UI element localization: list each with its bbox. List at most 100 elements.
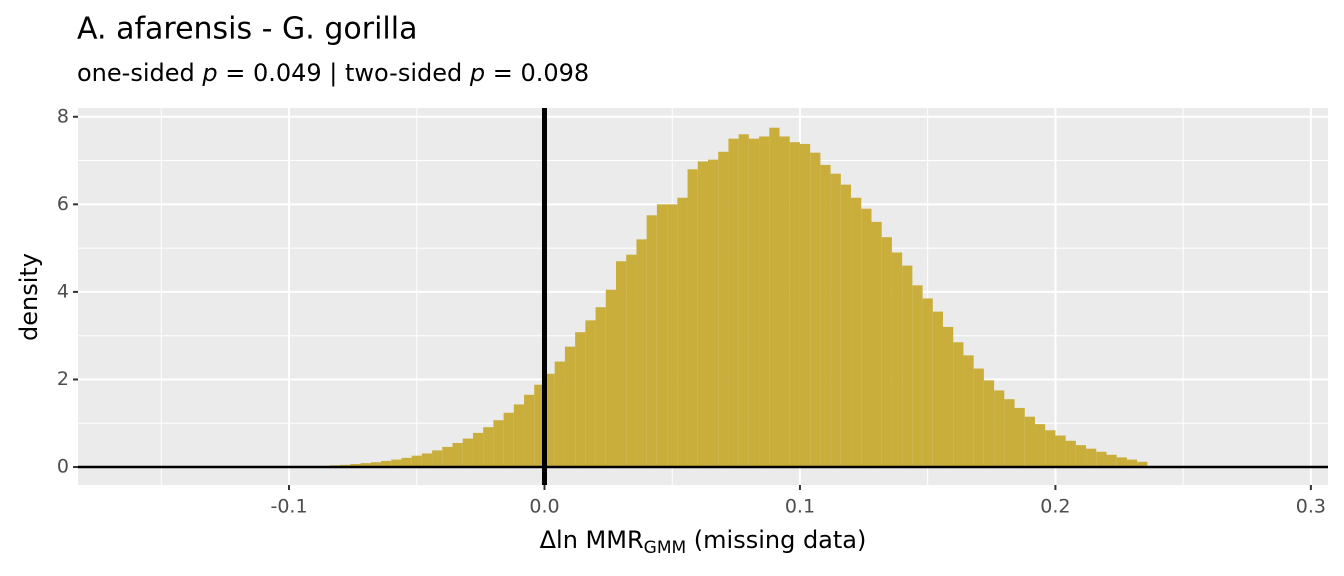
bar [738, 134, 749, 468]
bar [544, 373, 555, 468]
y-tick-label: 2 [57, 368, 69, 390]
x-axis-label: Δln MMRGMM (missing data) [540, 526, 867, 558]
bar [902, 265, 913, 468]
bar [360, 463, 371, 468]
bar [411, 455, 422, 468]
bar [370, 462, 381, 468]
bar [1045, 430, 1056, 468]
bar [973, 368, 984, 468]
bar [524, 394, 535, 468]
bar [1086, 448, 1097, 468]
subtitle-text: p [201, 59, 217, 87]
bar [912, 285, 923, 468]
bar [616, 261, 627, 468]
bar [748, 138, 760, 468]
bar [851, 197, 862, 468]
bar [922, 298, 933, 468]
bar [626, 254, 637, 468]
bar [1137, 461, 1148, 468]
bar [983, 380, 995, 468]
bar [472, 432, 484, 468]
bar [830, 173, 841, 468]
bar [1075, 445, 1087, 468]
bar [575, 332, 586, 468]
bar [513, 404, 525, 468]
x-tick-label: 0.2 [1040, 496, 1070, 518]
bar [932, 311, 944, 468]
x-tick-label: -0.1 [270, 496, 307, 518]
subtitle-text: = 0.049 | two-sided [218, 59, 470, 87]
x-tick-label: 0.1 [785, 496, 815, 518]
x-tick-label: 0.0 [529, 496, 559, 518]
bar [861, 208, 872, 468]
subtitle-text: = 0.098 [485, 59, 589, 87]
chart-subtitle: one-sided p = 0.049 | two-sided p = 0.09… [77, 59, 589, 87]
bar [707, 159, 719, 468]
bar [697, 161, 708, 468]
bar [1096, 451, 1107, 468]
bar [605, 289, 617, 468]
bar [1106, 454, 1117, 468]
bar [820, 164, 831, 468]
subtitle-text: one-sided [77, 59, 202, 87]
bar [891, 252, 903, 468]
bar [452, 442, 463, 468]
bar [871, 221, 882, 468]
bar [994, 390, 1005, 468]
bar [667, 204, 678, 468]
y-tick-label: 0 [57, 456, 69, 478]
bar [554, 361, 565, 468]
bar [656, 204, 668, 468]
x-label-text: (missing data) [686, 526, 866, 554]
bar [564, 346, 576, 468]
bar [401, 457, 412, 468]
bar [646, 215, 657, 468]
y-tick-label: 6 [57, 193, 69, 215]
bar [493, 420, 504, 468]
bar [810, 152, 821, 468]
bar [380, 460, 392, 468]
chart-title: A. afarensis - G. gorilla [77, 12, 417, 47]
x-tick-label: 0.3 [1296, 496, 1326, 518]
bar [421, 453, 433, 468]
bar [1034, 424, 1046, 468]
bar [350, 463, 361, 468]
x-label-text: Δln MMR [540, 526, 644, 554]
bar [677, 197, 688, 468]
bar [1065, 440, 1076, 468]
bar [1004, 399, 1015, 468]
bar [636, 239, 647, 468]
bar [789, 142, 800, 468]
bar [963, 355, 974, 468]
x-label-sub: GMM [644, 538, 687, 558]
bar [534, 384, 545, 468]
bar [953, 342, 964, 468]
bar [759, 136, 770, 468]
bar [483, 427, 494, 468]
bar [442, 446, 453, 468]
bar [595, 307, 606, 468]
bar [1055, 435, 1066, 468]
subtitle-text: p [469, 59, 485, 87]
bar [799, 143, 811, 468]
y-tick-label: 8 [57, 105, 69, 127]
bar [718, 151, 729, 468]
y-tick-label: 4 [57, 280, 69, 302]
bar [585, 320, 596, 468]
bar [687, 169, 698, 468]
bar [503, 412, 514, 468]
bar [728, 138, 739, 468]
bar [1024, 416, 1035, 468]
bar [1116, 457, 1127, 468]
bar [943, 326, 954, 468]
bar [881, 237, 892, 468]
bar [391, 459, 402, 468]
bar [462, 438, 473, 468]
bar [1014, 407, 1025, 468]
bar [1126, 459, 1138, 468]
y-axis-label: density [15, 253, 43, 341]
bar [779, 136, 790, 468]
bar [432, 450, 443, 468]
bar [840, 184, 852, 468]
